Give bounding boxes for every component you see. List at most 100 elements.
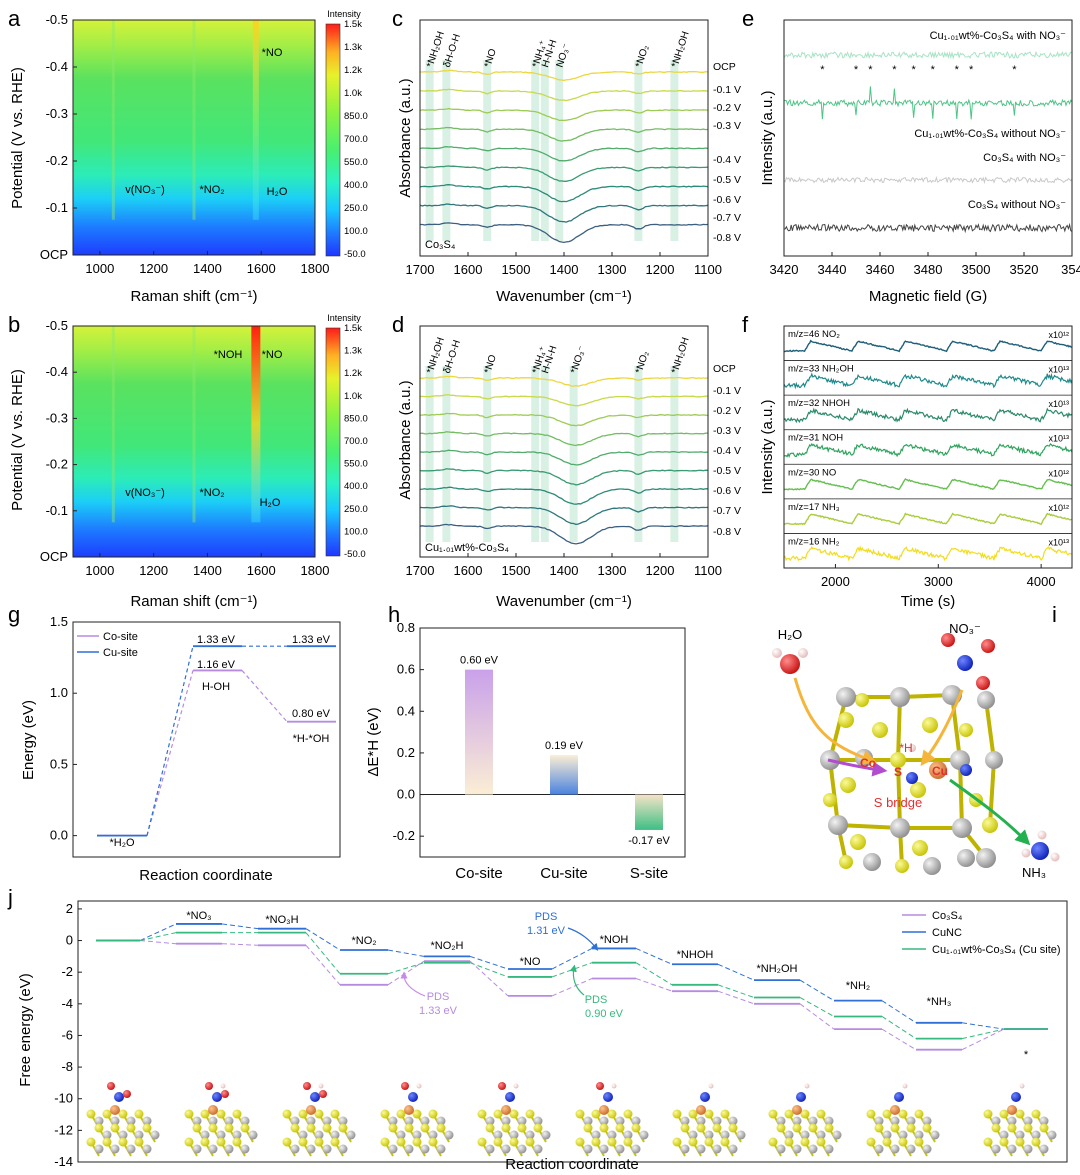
- copper-atom: [599, 1105, 609, 1115]
- sulfur-atom: [232, 1109, 242, 1119]
- nitrogen-atom: [505, 1092, 515, 1102]
- colorbar-tick-label: 1.2k: [344, 368, 362, 379]
- x-tick-label: 3000: [924, 574, 953, 589]
- cobalt-atom: [1015, 1130, 1025, 1140]
- nitrogen-atom: [894, 1092, 904, 1102]
- sulfur-atom: [314, 1109, 324, 1119]
- cobalt-atom: [322, 1144, 332, 1154]
- x-tick-label: 1300: [598, 262, 627, 277]
- pds-label-cusite: PDS: [585, 994, 608, 1006]
- adsorption-structure: [86, 1082, 160, 1157]
- sulfur-atom: [517, 1123, 527, 1133]
- copper-atom: [306, 1105, 316, 1115]
- ms-series-label: m/z=32 NHOH: [788, 398, 850, 409]
- plot-frame-b: [72, 325, 316, 558]
- cobalt-atom: [1023, 1116, 1033, 1126]
- cobalt-atom: [688, 1130, 698, 1140]
- cobalt-atom: [832, 1130, 842, 1140]
- ms-scale-label: x10¹²: [1048, 468, 1069, 478]
- sulfur-atom: [240, 1123, 250, 1133]
- x-tick-label: 1800: [301, 563, 330, 578]
- series-label: -0.7 V: [713, 212, 741, 224]
- sulfur-atom: [1039, 1123, 1049, 1133]
- free-energy-connector: [635, 947, 673, 965]
- legend-label-j-1: CuNC: [932, 927, 962, 939]
- bar-value-label: 0.60 eV: [460, 655, 499, 667]
- copper-atom: [890, 1105, 900, 1115]
- colorbar-tick-label: 700.0: [344, 436, 368, 447]
- x-tick-label: 1200: [139, 563, 168, 578]
- sulfur-atom: [599, 1123, 609, 1133]
- ir-band: [425, 366, 434, 542]
- cobalt-atom: [208, 1144, 218, 1154]
- adsorption-structure: [282, 1082, 356, 1157]
- spectrum-line: [420, 126, 709, 142]
- free-energy-connector: [221, 923, 259, 930]
- y-tick-label: 0.4: [397, 703, 415, 718]
- sulfur-atom: [200, 1109, 210, 1119]
- atom-label-h: *H: [899, 741, 912, 755]
- panel-label-i: i: [1052, 602, 1057, 627]
- cobalt-atom: [428, 1130, 438, 1140]
- panel-f: f m/z=46 NO₂ x10¹² m/z=33 NH₂OH x10¹³ m/z=32…: [742, 312, 1073, 610]
- ir-band: [425, 60, 434, 241]
- copper-atom: [1007, 1105, 1017, 1115]
- x-tick-label: 1700: [406, 262, 435, 277]
- series-label: -0.4 V: [713, 154, 741, 166]
- cobalt-atom: [1007, 1116, 1017, 1126]
- cobalt-atom: [208, 1116, 218, 1126]
- epr-trace: [783, 50, 1073, 60]
- cobalt-atom: [696, 1144, 706, 1154]
- colorbar-tick-label: 550.0: [344, 157, 368, 168]
- cobalt-atom: [420, 1144, 430, 1154]
- colorbar-tick-label: 550.0: [344, 459, 368, 470]
- spectrum-line: [419, 146, 709, 162]
- sulfur-atom: [184, 1137, 194, 1147]
- colorbar-tick-label: 1.5k: [344, 323, 362, 334]
- y-tick-label: -0.1: [46, 503, 68, 518]
- annotation-b-h2o: H₂O: [260, 497, 281, 509]
- star-marker: *: [931, 64, 936, 76]
- x-category-label: Cu-site: [540, 865, 588, 882]
- pds-annotations-j: PDS 1.31 eV PDS 1.33 eV PDS 0.90 eV: [400, 911, 624, 1020]
- hydrogen-atom: [513, 1083, 519, 1089]
- sulfur-atom: [86, 1137, 96, 1147]
- ms-scale-label: x10¹³: [1048, 537, 1069, 547]
- spectrum-line: [419, 431, 709, 447]
- ms-strips-f: m/z=46 NO₂ x10¹² m/z=33 NH₂OH x10¹³ m/z=32 N…: [783, 329, 1073, 562]
- x-tick-label: 1300: [598, 563, 627, 578]
- adsorption-structure: [768, 1083, 842, 1157]
- series-label: -0.3 V: [713, 120, 741, 132]
- ir-band: [555, 60, 564, 241]
- free-energy-connector: [717, 984, 755, 998]
- sulfur-atom: [110, 1123, 120, 1133]
- cobalt-atom: [517, 1116, 527, 1126]
- oxygen-atom: [107, 1082, 115, 1090]
- sulfur-atom: [184, 1109, 194, 1119]
- cobalt-atom: [240, 1144, 250, 1154]
- free-energy-connector: [635, 978, 673, 992]
- x-tick-label: 1000: [85, 563, 114, 578]
- cobalt-atom: [493, 1130, 503, 1140]
- pds-arrow-cunc: [567, 927, 599, 951]
- sulfur-atom: [330, 1137, 340, 1147]
- series-labels-d: OCP -0.1 V -0.2 V -0.3 V -0.4 V -0.5 V -0.6 V -…: [713, 363, 741, 538]
- series-labels-c: OCP -0.1 V -0.2 V -0.3 V -0.4 V -0.5 V -0.6 V -…: [713, 61, 741, 244]
- ms-trace: [783, 372, 1073, 390]
- spectra-d: [419, 375, 709, 545]
- x-tick-label: 2000: [821, 574, 850, 589]
- colorbar-a: [325, 23, 341, 257]
- heatmap-b: [73, 326, 315, 557]
- sulfur-atom: [134, 1137, 144, 1147]
- ir-band: [442, 366, 451, 542]
- x-ticks-f: 2000 3000 4000: [821, 564, 1056, 589]
- series-label: -0.5 V: [713, 174, 741, 186]
- cobalt-atom: [599, 1116, 609, 1126]
- sulfur-atom: [314, 1137, 324, 1147]
- sulfur-atom: [298, 1137, 308, 1147]
- y-tick-label: -0.4: [46, 364, 68, 379]
- cobalt-atom: [824, 1144, 834, 1154]
- legend-label-j-0: Co₃S₄: [932, 910, 963, 922]
- adsorption-structures-j: [86, 1082, 1057, 1157]
- ir-band: [634, 60, 643, 241]
